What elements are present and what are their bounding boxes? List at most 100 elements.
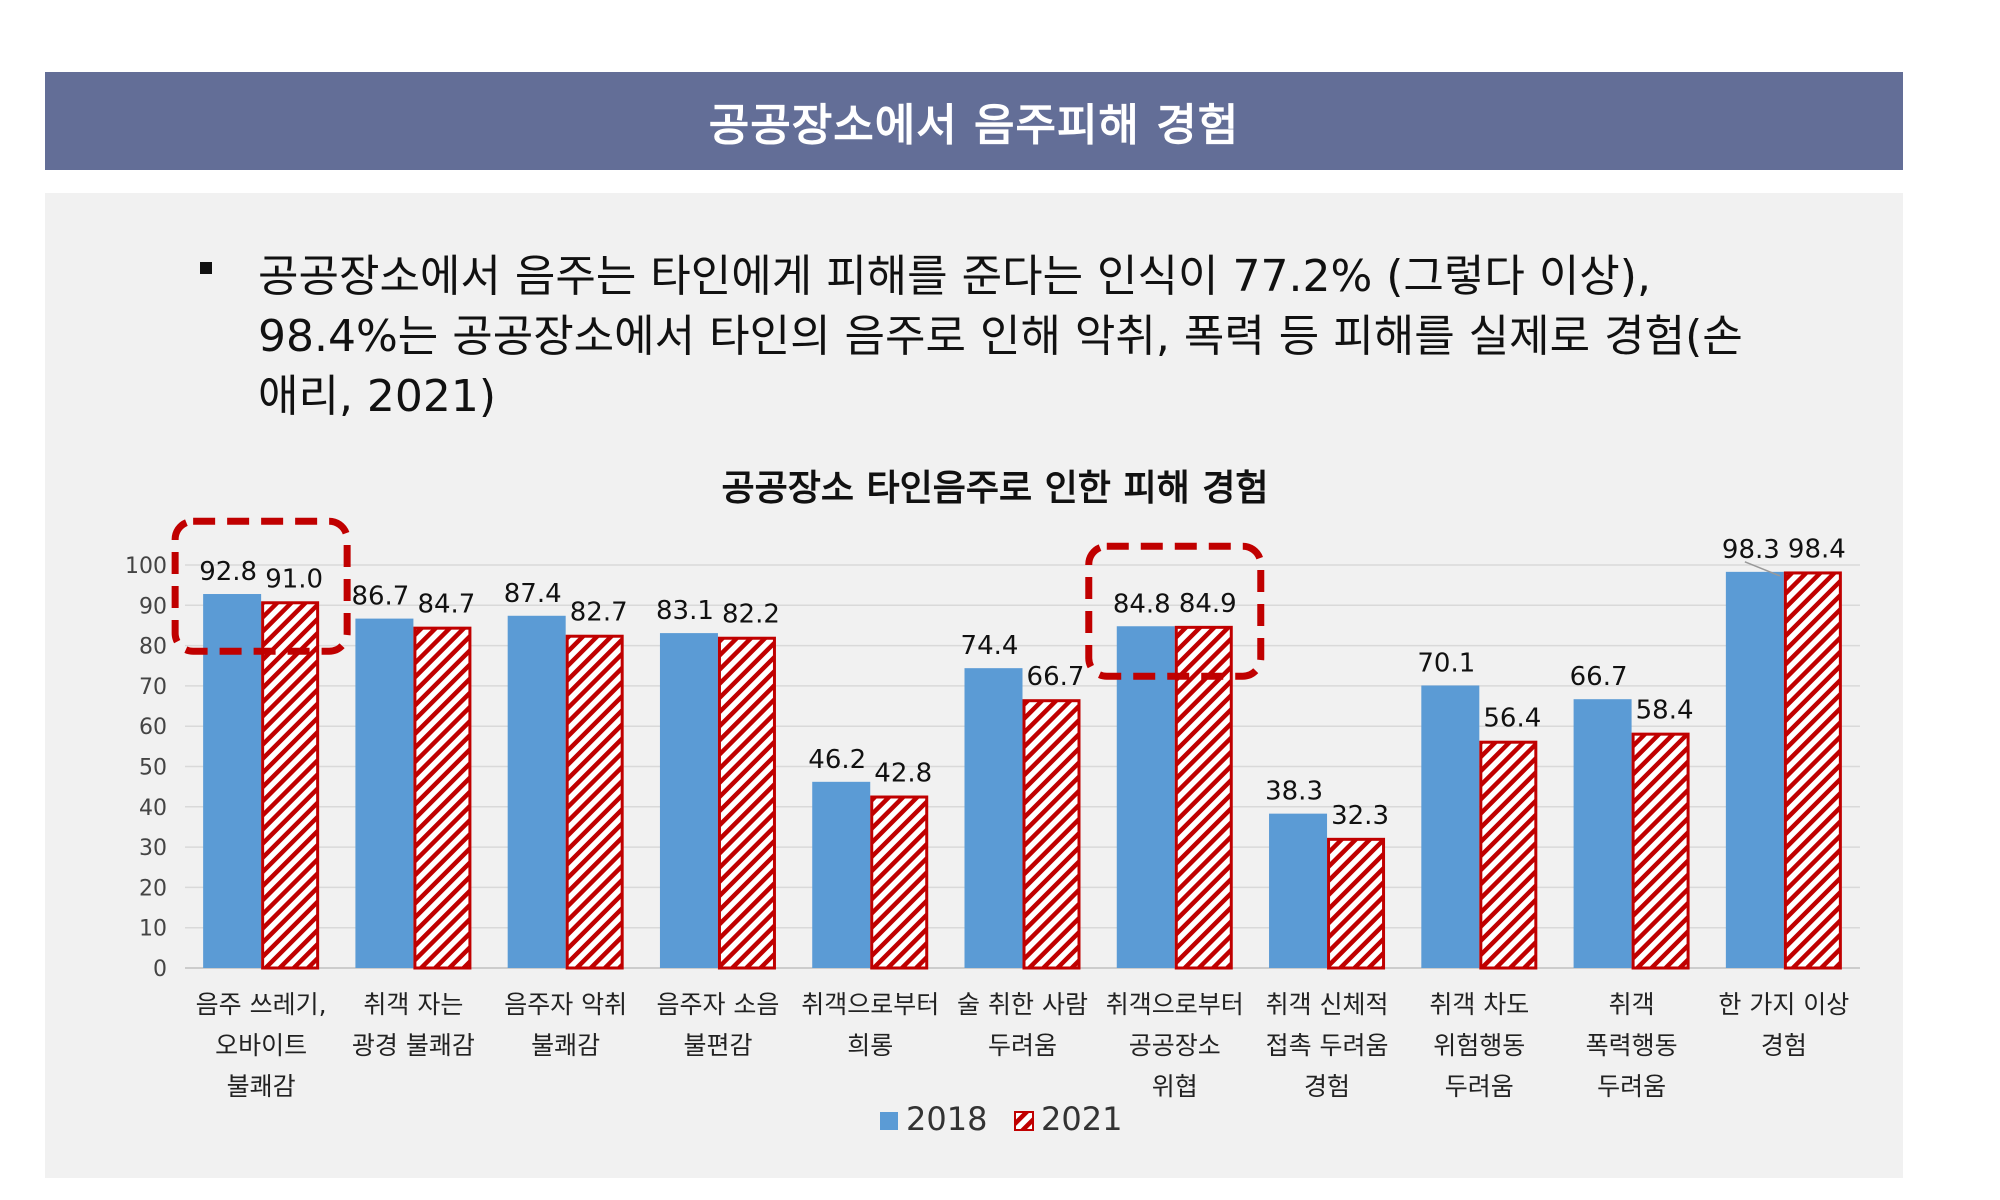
value-label-2018: 38.3 <box>1265 777 1323 807</box>
value-label-2021: 84.7 <box>417 590 475 620</box>
legend: 2018 2021 <box>880 1100 1122 1138</box>
x-category-label: 취객 <box>1609 990 1655 1019</box>
bar-2018 <box>1421 685 1480 968</box>
y-tick-label: 10 <box>139 917 167 942</box>
value-label-2018: 70.1 <box>1417 648 1475 678</box>
page-title: 공공장소에서 음주피해 경험 <box>708 100 1240 151</box>
label-leader-line <box>1744 561 1781 577</box>
value-label-2018: 87.4 <box>504 579 562 609</box>
y-tick-label: 100 <box>125 554 167 579</box>
bar-2018 <box>1116 626 1175 968</box>
x-category-label: 위협 <box>1152 1072 1198 1101</box>
bar-2021 <box>1783 571 1842 970</box>
bar-2018 <box>507 615 566 968</box>
bar-2021 <box>1327 837 1386 970</box>
bar-2021 <box>1479 740 1538 970</box>
bullet-icon <box>200 262 212 274</box>
value-label-2018: 46.2 <box>808 745 866 775</box>
value-label-2018: 92.8 <box>199 557 257 587</box>
x-category-label: 위험행동 <box>1433 1031 1525 1060</box>
value-label-2018: 74.4 <box>961 631 1019 661</box>
chart-title: 공공장소 타인음주로 인한 피해 경험 <box>722 468 1269 509</box>
x-category-label: 음주자 소음 <box>656 990 779 1019</box>
legend-swatch-2021 <box>1014 1111 1034 1131</box>
x-category-label: 술 취한 사람 <box>957 990 1088 1019</box>
x-category-label: 취객으로부터 <box>801 990 939 1019</box>
summary-line-1: 공공장소에서 음주는 타인에게 피해를 준다는 인식이 77.2% (그렇다 이… <box>258 251 1651 302</box>
x-category-label: 불쾌감 <box>227 1072 296 1101</box>
bar-2018 <box>812 781 871 968</box>
bar-2021 <box>565 634 624 970</box>
highlight-boxes <box>171 517 1265 680</box>
x-category-label: 두려움 <box>1597 1072 1666 1101</box>
y-tick-label: 90 <box>139 594 167 619</box>
bar-2018 <box>355 618 414 968</box>
legend-swatch-2018 <box>880 1112 898 1130</box>
value-label-2018: 84.8 <box>1113 589 1171 619</box>
summary-line-3: 애리, 2021) <box>258 371 497 422</box>
y-tick-label: 0 <box>153 957 167 982</box>
legend-label-2021: 2021 <box>1041 1100 1122 1138</box>
y-tick-label: 80 <box>139 635 167 660</box>
x-category-label: 경험 <box>1304 1072 1350 1101</box>
x-category-label: 두려움 <box>1445 1072 1514 1101</box>
value-label-2021: 58.4 <box>1636 696 1694 726</box>
bar-2018 <box>203 594 262 968</box>
x-category-label: 불편감 <box>683 1031 752 1060</box>
x-category-label: 취객으로부터 <box>1106 990 1244 1019</box>
value-label-2021: 42.8 <box>874 759 932 789</box>
y-tick-label: 30 <box>139 836 167 861</box>
value-label-2021: 84.9 <box>1179 589 1237 619</box>
highlight-box <box>171 517 351 655</box>
y-tick-label: 70 <box>139 675 167 700</box>
legend-label-2018: 2018 <box>906 1100 987 1138</box>
x-category-label: 폭력행동 <box>1586 1031 1678 1060</box>
value-label-2018: 98.3 <box>1722 535 1780 565</box>
x-category-label: 불쾌감 <box>531 1031 600 1060</box>
value-label-2018: 66.7 <box>1570 662 1628 692</box>
x-category-label: 경험 <box>1761 1031 1807 1060</box>
value-label-2021: 82.2 <box>722 600 780 630</box>
value-labels: 92.8 91.0 86.7 84.7 87.4 82.7 83.1 82.2 46.2 42.8… <box>199 534 1846 830</box>
bar-2021 <box>1022 699 1081 970</box>
y-tick-label: 60 <box>139 715 167 740</box>
value-label-2021: 91.0 <box>265 564 323 594</box>
bar-2021 <box>1174 625 1233 970</box>
y-tick-label: 40 <box>139 796 167 821</box>
bar-2021 <box>261 601 320 970</box>
y-tick-label: 20 <box>139 876 167 901</box>
bar-2018 <box>659 633 718 968</box>
x-category-label: 공공장소 <box>1129 1031 1221 1060</box>
bar-2021 <box>1631 732 1690 970</box>
x-category-label: 취객 자는 <box>363 990 463 1019</box>
x-category-label: 광경 불쾌감 <box>352 1031 475 1060</box>
value-label-2018: 86.7 <box>351 582 409 612</box>
value-label-2018: 83.1 <box>656 596 714 626</box>
bar-2018 <box>964 668 1023 968</box>
value-label-2021: 82.7 <box>570 598 628 628</box>
x-category-label: 취객 신체적 <box>1266 990 1389 1019</box>
x-category-label: 오바이트 <box>215 1031 307 1060</box>
summary-line-2: 98.4%는 공공장소에서 타인의 음주로 인해 악취, 폭력 등 피해를 실제… <box>258 311 1743 362</box>
highlight-box <box>1085 542 1265 680</box>
x-category-label: 한 가지 이상 <box>1718 990 1849 1019</box>
x-category-label: 희롱 <box>847 1031 893 1060</box>
bar-2021 <box>870 795 929 970</box>
bar-2018 <box>1269 813 1328 968</box>
y-tick-label: 50 <box>139 756 167 781</box>
bar-2018 <box>1725 571 1784 968</box>
bars <box>203 571 1842 970</box>
value-label-2021: 32.3 <box>1331 801 1389 831</box>
x-category-label: 두려움 <box>988 1031 1057 1060</box>
bar-2021 <box>717 636 776 970</box>
value-label-2021: 98.4 <box>1788 534 1846 564</box>
x-category-label: 취객 차도 <box>1429 990 1529 1019</box>
header-bar: 공공장소에서 음주피해 경험 <box>45 72 1903 170</box>
bar-2021 <box>413 626 472 970</box>
value-label-2021: 56.4 <box>1483 704 1541 734</box>
x-category-label: 접촉 두려움 <box>1266 1031 1389 1060</box>
value-label-2021: 66.7 <box>1027 662 1085 692</box>
x-category-label: 음주자 악취 <box>504 990 627 1019</box>
